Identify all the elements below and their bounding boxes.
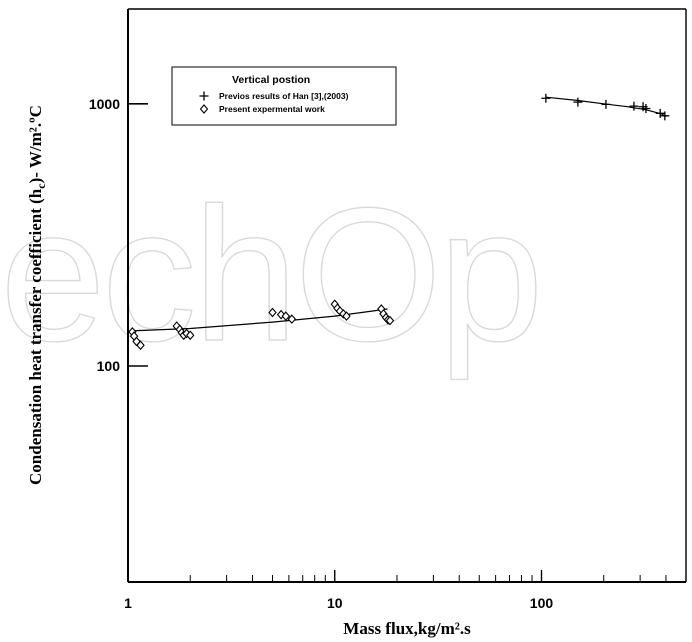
data-markers [128,93,670,351]
data-point [281,311,291,321]
legend-marker-plus [199,91,209,101]
data-point [287,314,297,324]
x-axis-title: Mass flux,kg/m².s [343,619,471,638]
data-point [268,307,277,318]
data-point [541,93,551,103]
data-point [573,97,583,107]
legend-box [171,66,397,126]
y-axis-ticks [128,103,148,367]
data-point [186,330,195,341]
y-axis-title-main: Condensation heat transfer coefficient (… [26,188,45,485]
x-tick-label: 100 [530,595,554,611]
watermark-text: echOp [0,169,540,381]
fit-line-series-2 [127,308,388,332]
legend: Vertical postion Previos results of Han … [171,66,397,126]
data-point [342,311,351,321]
data-point [601,99,611,109]
y-tick-label: 1000 [89,96,120,112]
y-axis-tick-labels: 100 1000 [89,96,120,374]
x-tick-label: 10 [327,595,343,611]
legend-entry-label: Previos results of Han [3],(2003) [219,91,349,101]
series-2-points [128,299,395,351]
y-axis-title-units: )- W/m².ºC [26,105,45,183]
data-point [276,309,286,320]
data-point [641,103,651,113]
legend-entry-label: Present expermental work [219,104,325,114]
legend-title: Vertical postion [232,74,310,86]
data-point [655,108,665,118]
y-axis-title: Condensation heat transfer coefficient (… [26,105,48,485]
x-tick-label: 1 [124,595,132,611]
data-point [136,340,145,351]
y-axis-title-subscript: c [34,183,48,189]
y-tick-label: 100 [97,358,121,374]
x-axis-tick-labels: 1 10 100 [124,595,553,611]
data-point [385,315,395,326]
x-axis-ticks [127,570,687,582]
series-1-points [541,93,670,121]
data-point [660,111,670,121]
legend-entries: Previos results of Han [3],(2003) Present… [199,91,349,114]
data-point [629,101,639,111]
legend-marker-diamond [199,104,209,114]
